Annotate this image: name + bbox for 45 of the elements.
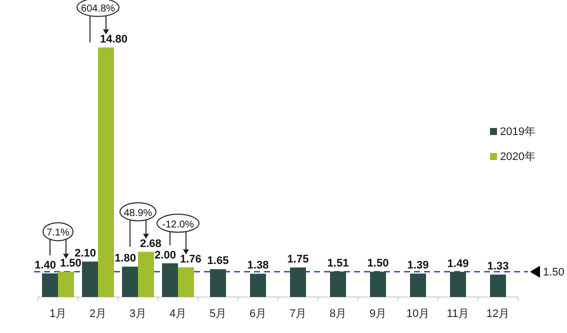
data-label: 1.50 [60, 258, 82, 270]
data-label: 1.40 [34, 259, 56, 272]
bar [370, 272, 386, 297]
data-label: 1.49 [447, 258, 469, 270]
annotation: 7.1% [46, 228, 70, 239]
x-tick-label: 11月 [446, 308, 470, 320]
data-label: 1.51 [327, 258, 349, 270]
x-tick-label: 9月 [369, 308, 387, 320]
bar [178, 267, 194, 297]
bar [42, 273, 58, 297]
bar [98, 47, 114, 297]
ref-line-label: 1.50 [543, 266, 564, 279]
bar [450, 272, 466, 297]
x-tick-label: 10月 [406, 308, 430, 320]
data-label: 1.76 [180, 253, 202, 266]
x-tick-label: 5月 [209, 308, 227, 320]
data-label: 1.75 [287, 253, 309, 266]
text: 604.8% [81, 3, 116, 14]
bar [58, 272, 74, 297]
x-tick-label: 6月 [249, 308, 267, 320]
data-label: 1.38 [247, 260, 269, 272]
data-label: 1.39 [407, 260, 429, 272]
data-label: 1.33 [487, 260, 509, 273]
bar [138, 252, 154, 297]
annotation: 48.9% [124, 208, 152, 219]
data-label: 2.68 [140, 238, 162, 250]
x-tick-label: 12月 [486, 308, 510, 320]
x-tick-label: 3月 [129, 308, 147, 320]
data-label: 2.10 [74, 248, 96, 260]
data-label: 2.00 [154, 249, 176, 262]
legend-label: 2019年 [500, 126, 536, 138]
bar [410, 274, 426, 297]
x-tick-label: 1月 [49, 308, 67, 320]
x-tick-label: 4月 [169, 308, 187, 320]
legend-label: 2020年 [500, 151, 536, 163]
data-label: 14.80 [100, 33, 128, 46]
data-label: 1.80 [114, 252, 136, 265]
data-label: 1.50 [367, 258, 389, 270]
data-label: 1.65 [207, 255, 229, 268]
annotation: -12.0% [162, 219, 194, 230]
x-tick-label: 2月 [89, 308, 107, 320]
x-tick-label: 7月 [289, 308, 307, 320]
bar [490, 274, 506, 297]
bar [82, 262, 98, 297]
x-tick-label: 8月 [329, 308, 347, 320]
